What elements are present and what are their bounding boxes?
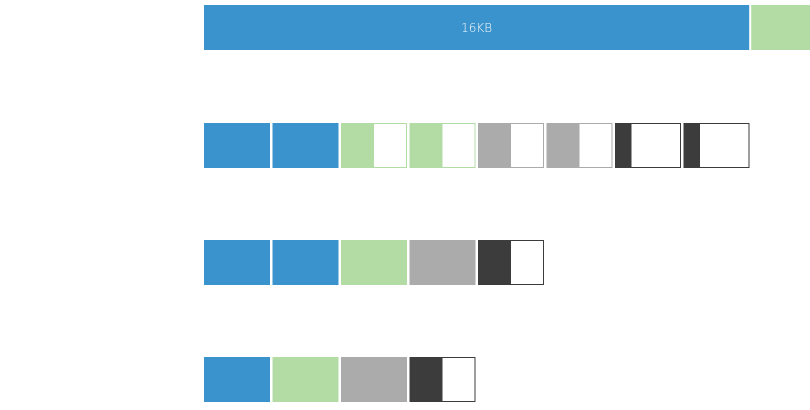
block-blue [204,357,270,402]
block-green [272,357,339,402]
block-gray [341,357,407,402]
block-fill [204,240,270,285]
block-fill [272,240,339,285]
block-fill [204,357,270,402]
block-fill [546,123,580,168]
block-green [341,123,407,168]
block-row-1 [204,123,750,168]
block-fill [409,240,476,285]
block-gray [478,123,544,168]
block-fill [341,357,407,402]
block-dark [683,123,750,168]
block-fill [341,123,374,168]
block-fill [478,123,511,168]
block-fill [272,357,339,402]
block-row-3 [204,357,476,402]
top-segment-label: 16KB [461,21,492,35]
block-fill [341,240,407,285]
top-segment-blue: 16KB [204,5,750,50]
block-green [409,123,476,168]
block-fill [478,240,511,285]
block-dark [615,123,681,168]
block-fill [409,123,443,168]
block-dark [478,240,544,285]
top-segment-rect [751,5,810,50]
block-green [341,240,407,285]
block-gray [546,123,613,168]
block-blue [204,240,270,285]
top-segment-green: 8KB [751,5,810,50]
top-size-bar: 16KB8KB8KB2KB [204,5,810,50]
block-fill [272,123,339,168]
block-rows [204,123,750,402]
block-fill [683,123,700,168]
block-gray [409,240,476,285]
block-dark [409,357,476,402]
top-segment-rect [204,5,750,50]
block-row-2 [204,240,544,285]
block-fill [409,357,443,402]
block-blue [272,123,339,168]
block-fill [615,123,632,168]
block-blue [272,240,339,285]
block-fill [204,123,270,168]
block-blue [204,123,270,168]
